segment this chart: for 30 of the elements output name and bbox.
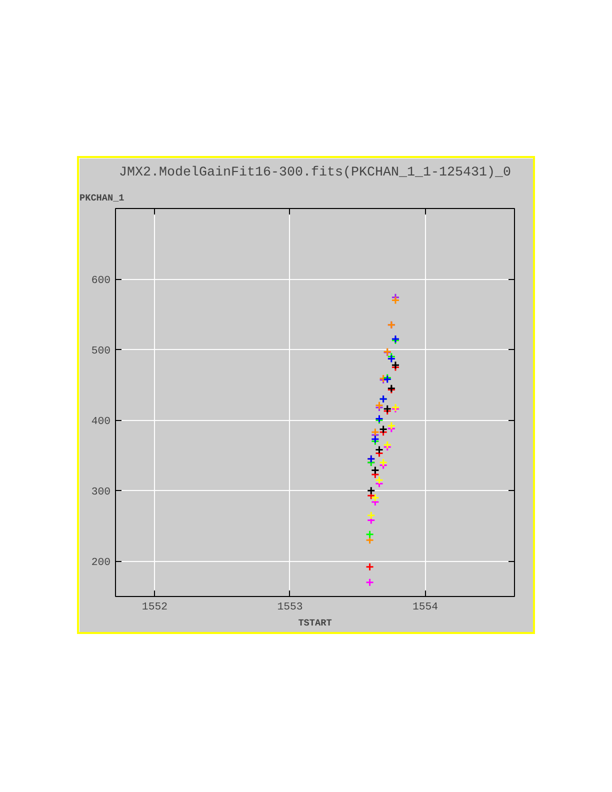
point — [366, 486, 376, 495]
point — [374, 476, 384, 484]
point — [370, 466, 380, 474]
chart-title: JMX2.ModelGainFit16-300.fits(PKCHAN_1_1-125431)_0 — [119, 166, 511, 180]
y-tick-label: 200 — [91, 557, 111, 570]
point — [366, 578, 374, 587]
y-tick-label: 300 — [91, 486, 111, 499]
point — [379, 425, 388, 434]
point — [387, 422, 396, 430]
y-tick-label: 400 — [91, 416, 111, 428]
x-tick-label: 1553 — [277, 602, 303, 614]
point — [366, 536, 374, 544]
point — [387, 354, 396, 364]
x-axis-title: TSTART — [298, 618, 332, 628]
point — [374, 446, 384, 454]
y-axis-title: PKCHAN_1 — [80, 192, 125, 204]
point — [370, 434, 380, 444]
x-tick-label: 1554 — [412, 602, 438, 614]
point — [366, 511, 376, 520]
y-tick-label: 600 — [91, 275, 111, 288]
y-tick-label: 500 — [91, 346, 111, 358]
point — [366, 530, 374, 539]
point — [366, 562, 374, 572]
point — [391, 296, 400, 304]
point — [370, 493, 380, 502]
point — [379, 458, 388, 467]
x-tick-label: 1552 — [142, 602, 168, 614]
point — [370, 428, 380, 436]
point — [366, 516, 376, 525]
point — [366, 491, 376, 500]
